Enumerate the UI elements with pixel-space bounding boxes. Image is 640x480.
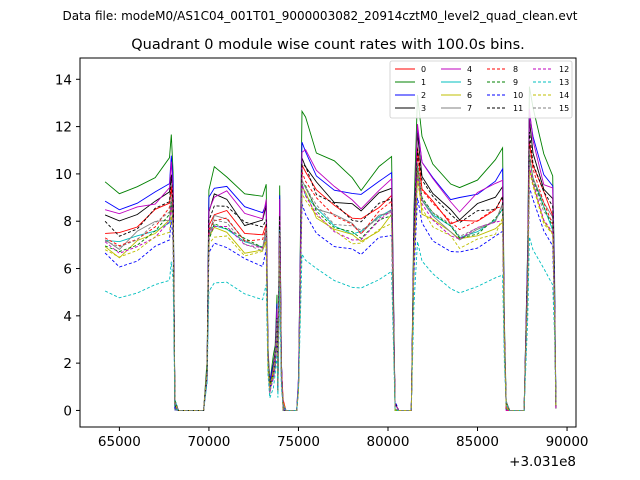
legend-label-7: 7 [467,104,472,113]
series-line-13 [104,236,557,411]
axis-layer: 65000 70000 75000 80000 85000 900000246810121… [55,72,589,450]
series-line-4 [104,108,557,411]
x-tick-label: 80000 [367,434,410,450]
legend-label-5: 5 [467,78,472,87]
legend-label-4: 4 [467,65,472,74]
legend-label-11: 11 [513,104,523,113]
y-tick-label: 8 [63,214,72,230]
y-tick-label: 10 [55,167,72,183]
legend-box [389,60,573,119]
legend-label-0: 0 [421,65,426,74]
y-tick-label: 0 [63,403,72,419]
chart-supertitle: Data file: modeM0/AS1C04_001T01_90000030… [62,9,577,23]
y-tick-label: 2 [63,356,72,372]
x-tick-label: 65000 [98,434,141,450]
legend-label-3: 3 [421,104,426,113]
legend-label-12: 12 [559,65,569,74]
legend-label-13: 13 [559,78,569,87]
plot-frame [79,57,577,428]
y-tick-label: 4 [63,309,72,325]
x-tick-label: 75000 [277,434,320,450]
legend-label-10: 10 [513,91,523,100]
y-tick-label: 12 [55,120,72,136]
legend-label-2: 2 [421,91,426,100]
y-tick-label: 14 [55,72,72,88]
x-tick-label: 70000 [187,434,230,450]
x-tick-label: 85000 [456,434,499,450]
series-line-15 [104,149,557,411]
chart-title: Quadrant 0 module wise count rates with … [131,37,525,53]
legend-label-6: 6 [467,91,472,100]
legend-label-8: 8 [513,65,518,74]
x-offset-label: +3.031e8 [509,454,576,470]
y-tick-label: 6 [63,262,72,278]
legend-label-14: 14 [559,91,569,100]
x-tick-label: 90000 [546,434,589,450]
legend-label-1: 1 [421,78,426,87]
series-layer [104,86,557,411]
legend-label-15: 15 [559,104,569,113]
legend-label-9: 9 [513,78,518,87]
